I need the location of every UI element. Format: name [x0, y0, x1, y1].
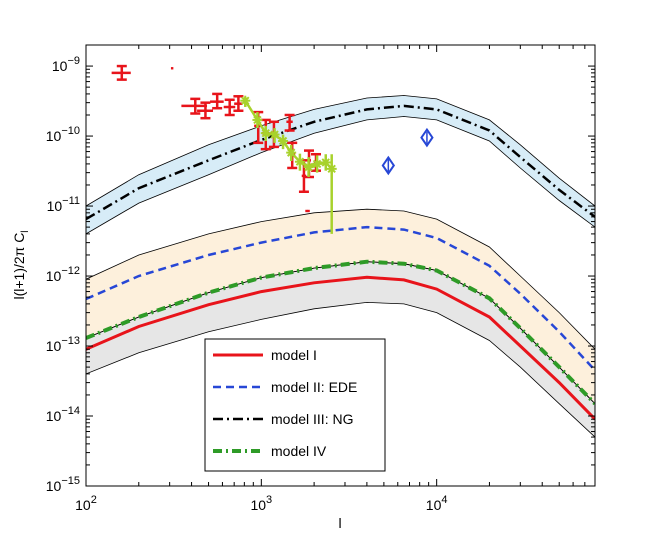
series-line-0: [86, 275, 595, 421]
green-point-2: [260, 125, 271, 141]
band-0-upper-edge: [86, 95, 595, 207]
data-point-0: [111, 64, 131, 81]
y-axis-title: l(l+1)/2π Cl: [11, 230, 31, 299]
green-point-7: [303, 157, 314, 178]
green-point-4: [278, 134, 289, 150]
band-1: [86, 209, 595, 404]
green-point-1: [252, 112, 263, 129]
data-point-17: [381, 155, 396, 176]
series-line-1: [86, 225, 595, 372]
green-point-8: [312, 155, 323, 173]
legend-label-0: model I: [271, 347, 317, 363]
green-point-5: [286, 144, 297, 162]
green-point-6: [294, 153, 305, 171]
y-tick-label-3: 10−12: [46, 265, 80, 284]
data-point-2: [181, 97, 208, 115]
legend-label-1: model II: EDE: [271, 379, 357, 395]
legend-label-3: model IV: [271, 443, 327, 459]
data-point-5: [223, 98, 236, 117]
data-point-15: [305, 209, 308, 213]
green-point-9: [320, 154, 331, 171]
band-1-upper-edge: [86, 208, 595, 350]
green-point-3: [269, 128, 280, 143]
legend-label-2: model III: NG: [271, 411, 353, 427]
x-axis-title: l: [338, 515, 341, 531]
x-tick-label-2: 104: [426, 494, 448, 513]
y-tick-label-1: 10−14: [46, 405, 80, 424]
svg-text:l(l+1)/2π Cl: l(l+1)/2π Cl: [11, 230, 31, 299]
legend: model I model II: EDE model III: NG model I…: [204, 338, 386, 472]
data-point-6: [233, 95, 244, 112]
series-line-3: [86, 259, 595, 406]
data-point-1: [170, 67, 174, 70]
x-tick-label-0: 102: [75, 494, 97, 513]
green-point-10: [326, 154, 337, 234]
y-tick-label-4: 10−11: [47, 195, 80, 214]
data-point-4: [210, 92, 224, 110]
band-2-lower-edge: [86, 301, 595, 438]
y-tick-label-5: 10−10: [46, 125, 80, 144]
plot-frame: [85, 44, 596, 487]
band-0-lower-edge: [86, 116, 595, 235]
data-point-16: [307, 209, 310, 213]
x-tick-label-1: 103: [250, 494, 272, 513]
data-point-18: [420, 127, 434, 148]
y-tick-label-2: 10−13: [46, 335, 80, 354]
green-point-0: [240, 95, 251, 108]
series-line-2: [86, 104, 595, 221]
band-0: [86, 95, 595, 234]
y-tick-label-6: 10−9: [52, 55, 80, 74]
data-point-3: [197, 101, 213, 120]
y-tick-label-0: 10−15: [46, 475, 80, 494]
data-point-10: [284, 113, 295, 132]
